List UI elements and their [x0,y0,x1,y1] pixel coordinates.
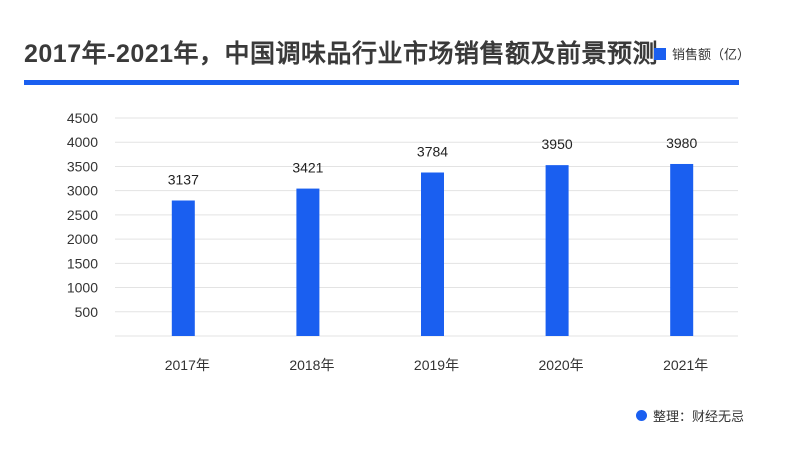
y-tick-label: 1000 [67,280,98,296]
data-labels: 3137 3421 3784 3950 3980 [168,135,698,188]
chart-title: 2017年-2021年，中国调味品行业市场销售额及前景预测 [24,40,659,68]
y-tick-label: 1500 [67,255,98,271]
x-tick-label: 2018年 [289,357,334,373]
bar [171,200,195,336]
x-tick-label: 2019年 [414,357,459,373]
bar [421,172,444,336]
y-tick-label: 500 [75,304,99,320]
bar-value-label: 3980 [666,135,697,151]
bar [545,165,569,336]
y-tick-label: 4000 [67,134,98,150]
legend: 销售额（亿） [654,44,750,63]
y-axis-ticks: 4500 4000 3500 3000 2500 2000 1500 1000 500 [67,110,98,320]
bar-value-label: 3950 [542,136,573,152]
source-note: 整理：财经无忌 [636,406,744,425]
legend-label: 销售额（亿） [672,47,751,62]
bars [171,163,694,336]
source-dot-icon [636,410,647,421]
source-text: 整理：财经无忌 [653,409,745,424]
x-tick-label: 2021年 [663,357,708,373]
bar-value-label: 3784 [417,144,448,160]
bar-value-label: 3421 [292,160,323,176]
bar [670,163,694,336]
y-tick-label: 2000 [67,231,98,247]
x-axis-ticks: 2017年 2018年 2019年 2020年 2021年 [165,357,709,373]
bar-value-label: 3137 [168,172,199,188]
bar [296,188,320,336]
y-tick-label: 3000 [67,183,98,199]
title-underline [24,80,739,85]
y-tick-label: 4500 [67,110,98,126]
y-tick-label: 2500 [67,207,98,223]
x-tick-label: 2020年 [539,357,584,373]
legend-swatch [654,47,666,60]
x-tick-label: 2017年 [165,357,210,373]
y-tick-label: 3500 [67,158,98,174]
